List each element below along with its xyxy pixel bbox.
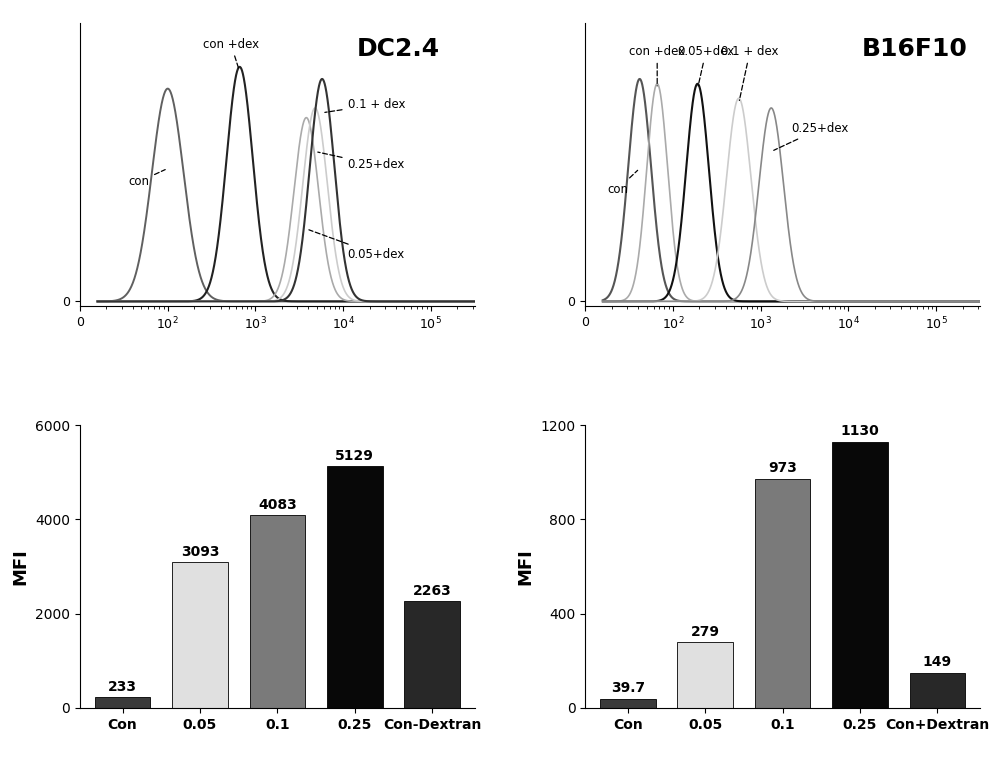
Text: 1130: 1130 (841, 424, 879, 438)
Bar (404, 601, 460, 708)
Text: 0.1 + dex: 0.1 + dex (721, 45, 779, 100)
Text: 3093: 3093 (181, 545, 219, 559)
Bar (677, 642, 733, 708)
Text: 0.25+dex: 0.25+dex (318, 152, 405, 171)
Y-axis label: MFI: MFI (517, 548, 535, 585)
Bar (832, 442, 888, 708)
Y-axis label: MFI: MFI (12, 548, 30, 585)
Bar (172, 562, 228, 708)
Text: con +dex: con +dex (629, 45, 685, 86)
Text: 0.05+dex: 0.05+dex (309, 230, 405, 261)
Text: 0.25+dex: 0.25+dex (774, 122, 849, 150)
Text: con: con (128, 170, 165, 188)
Text: 0.05+dex: 0.05+dex (677, 45, 735, 86)
Bar (755, 478, 810, 708)
Text: 149: 149 (923, 655, 952, 669)
Text: DC2.4: DC2.4 (356, 37, 439, 61)
Bar (95, 697, 150, 708)
Text: 5129: 5129 (335, 449, 374, 463)
Bar (250, 516, 305, 708)
Text: 2263: 2263 (413, 584, 452, 598)
Bar (327, 466, 383, 708)
Text: 233: 233 (108, 680, 137, 694)
Text: 4083: 4083 (258, 498, 297, 512)
Text: 0.1 + dex: 0.1 + dex (325, 98, 405, 112)
Bar (600, 699, 656, 708)
Text: con: con (607, 170, 638, 195)
Text: 279: 279 (691, 625, 720, 639)
Text: B16F10: B16F10 (862, 37, 967, 61)
Bar (910, 673, 965, 708)
Text: 39.7: 39.7 (611, 682, 645, 696)
Text: con +dex: con +dex (203, 37, 259, 69)
Text: 973: 973 (768, 461, 797, 475)
